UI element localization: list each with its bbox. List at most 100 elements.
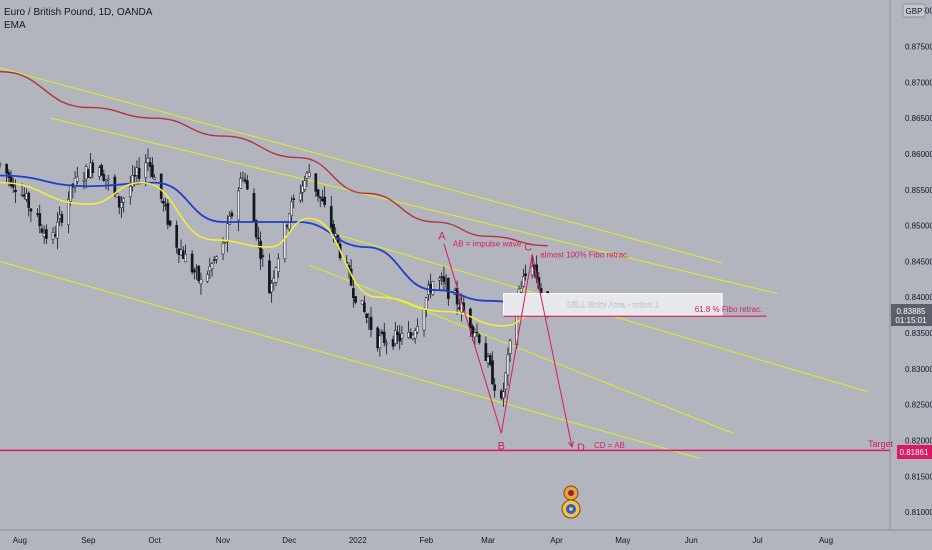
c-retrace-label: almost 100% Fibo retrac.: [540, 250, 629, 259]
price-tick-label: 0.85500: [905, 186, 932, 195]
candle-body: [376, 327, 379, 349]
candle-body: [409, 332, 413, 338]
price-axis[interactable]: 0.880000.875000.870000.865000.860000.855…: [905, 7, 932, 517]
candle-body: [212, 259, 216, 261]
time-tick-label: Dec: [282, 536, 296, 545]
candle-body: [53, 234, 57, 237]
time-axis[interactable]: Aug Sep Oct Nov Dec 2022 Feb Mar Apr May Jun Jul Aug: [13, 536, 833, 545]
candle-body: [292, 198, 296, 201]
candle-body: [363, 302, 366, 313]
candle-body: [120, 202, 123, 208]
candle-body: [318, 196, 322, 199]
candle-body: [25, 193, 28, 200]
candle-body: [261, 255, 265, 257]
candle-body: [11, 183, 15, 188]
candle-body: [272, 277, 276, 283]
candle-body: [197, 265, 201, 281]
candle-body: [270, 283, 273, 293]
current-price-countdown: 01:15:01: [895, 316, 927, 325]
candle-body: [413, 330, 417, 339]
candle-body: [153, 177, 156, 180]
candle-body: [148, 162, 152, 167]
candle-body: [351, 288, 355, 298]
currency-badge: GBP: [902, 3, 926, 18]
candle-body: [499, 390, 503, 399]
candle-body: [245, 180, 249, 190]
candle-body: [444, 282, 448, 284]
candle-body: [184, 253, 187, 263]
candle-body: [484, 343, 488, 361]
candle-body: [9, 175, 13, 186]
candle-body: [422, 308, 426, 331]
candle-body: [243, 179, 247, 182]
candle-body: [40, 228, 44, 233]
candle-body: [519, 288, 523, 293]
candle-body: [477, 334, 481, 343]
arrow-head-icon: [567, 440, 574, 449]
target-value: 0.81861: [900, 448, 929, 457]
candle-body: [307, 172, 311, 177]
candle-body: [131, 175, 134, 187]
candle-body: [458, 307, 461, 310]
candle-body: [530, 266, 534, 276]
ema-fast-line: [0, 181, 548, 327]
price-tick-label: 0.81000: [905, 508, 932, 517]
candle-body: [91, 162, 95, 174]
candle-body: [440, 276, 444, 278]
candle-body: [303, 180, 307, 190]
target-marker: Target 0.81861: [868, 439, 932, 459]
candle-body: [195, 268, 198, 270]
candle-body: [22, 194, 26, 197]
candle-body: [274, 267, 278, 283]
candle-body: [5, 164, 8, 174]
candle-body: [473, 332, 477, 338]
candle-body: [393, 330, 397, 344]
time-tick-label: Mar: [481, 536, 495, 545]
channel-line: [50, 117, 778, 295]
candle-body: [382, 331, 386, 343]
chart-legend[interactable]: Euro / British Pound, 1D, OANDA EMA: [4, 6, 152, 32]
candle-body: [491, 360, 494, 385]
trend-channel-lines: [0, 67, 869, 459]
candle-body: [190, 253, 194, 273]
candle-body: [0, 163, 2, 166]
candle-body: [221, 243, 225, 255]
candle-body: [504, 372, 508, 390]
sell-entry-zone[interactable]: [503, 293, 723, 316]
candle-body: [177, 248, 181, 255]
price-tick-label: 0.83500: [905, 329, 932, 338]
candle-body: [106, 178, 110, 181]
candle-body: [226, 223, 229, 242]
candle-body: [36, 213, 39, 215]
candle-body: [117, 196, 121, 208]
candle-body: [206, 274, 209, 282]
candle-body: [14, 189, 17, 193]
fibo-level-label: 61.8 % Fibo retrac.: [695, 305, 763, 314]
candle-body: [407, 332, 410, 338]
candle-body: [360, 300, 364, 305]
time-tick-label: Oct: [148, 536, 161, 545]
candle-body: [38, 213, 42, 227]
candle-body: [424, 297, 428, 311]
price-tick-label: 0.85000: [905, 222, 932, 231]
candle-body: [446, 278, 450, 299]
candle-body: [285, 225, 289, 227]
candle-body: [290, 201, 293, 216]
time-tick-label: Apr: [550, 536, 563, 545]
candle-body: [301, 185, 304, 193]
candle-body: [442, 276, 446, 283]
candle-body: [60, 214, 64, 223]
time-tick-label: Nov: [216, 536, 230, 545]
candle-body: [237, 190, 240, 221]
candle-body: [199, 279, 203, 285]
candle-body: [133, 175, 137, 177]
candle-body: [230, 212, 234, 217]
candle-body: [321, 198, 324, 202]
candle-body: [431, 281, 435, 295]
sell-zone-label: SELL Entry Area - retest 1: [567, 300, 660, 309]
candle-body: [429, 283, 432, 293]
candle-body: [369, 316, 373, 330]
price-tick-label: 0.82000: [905, 436, 932, 445]
